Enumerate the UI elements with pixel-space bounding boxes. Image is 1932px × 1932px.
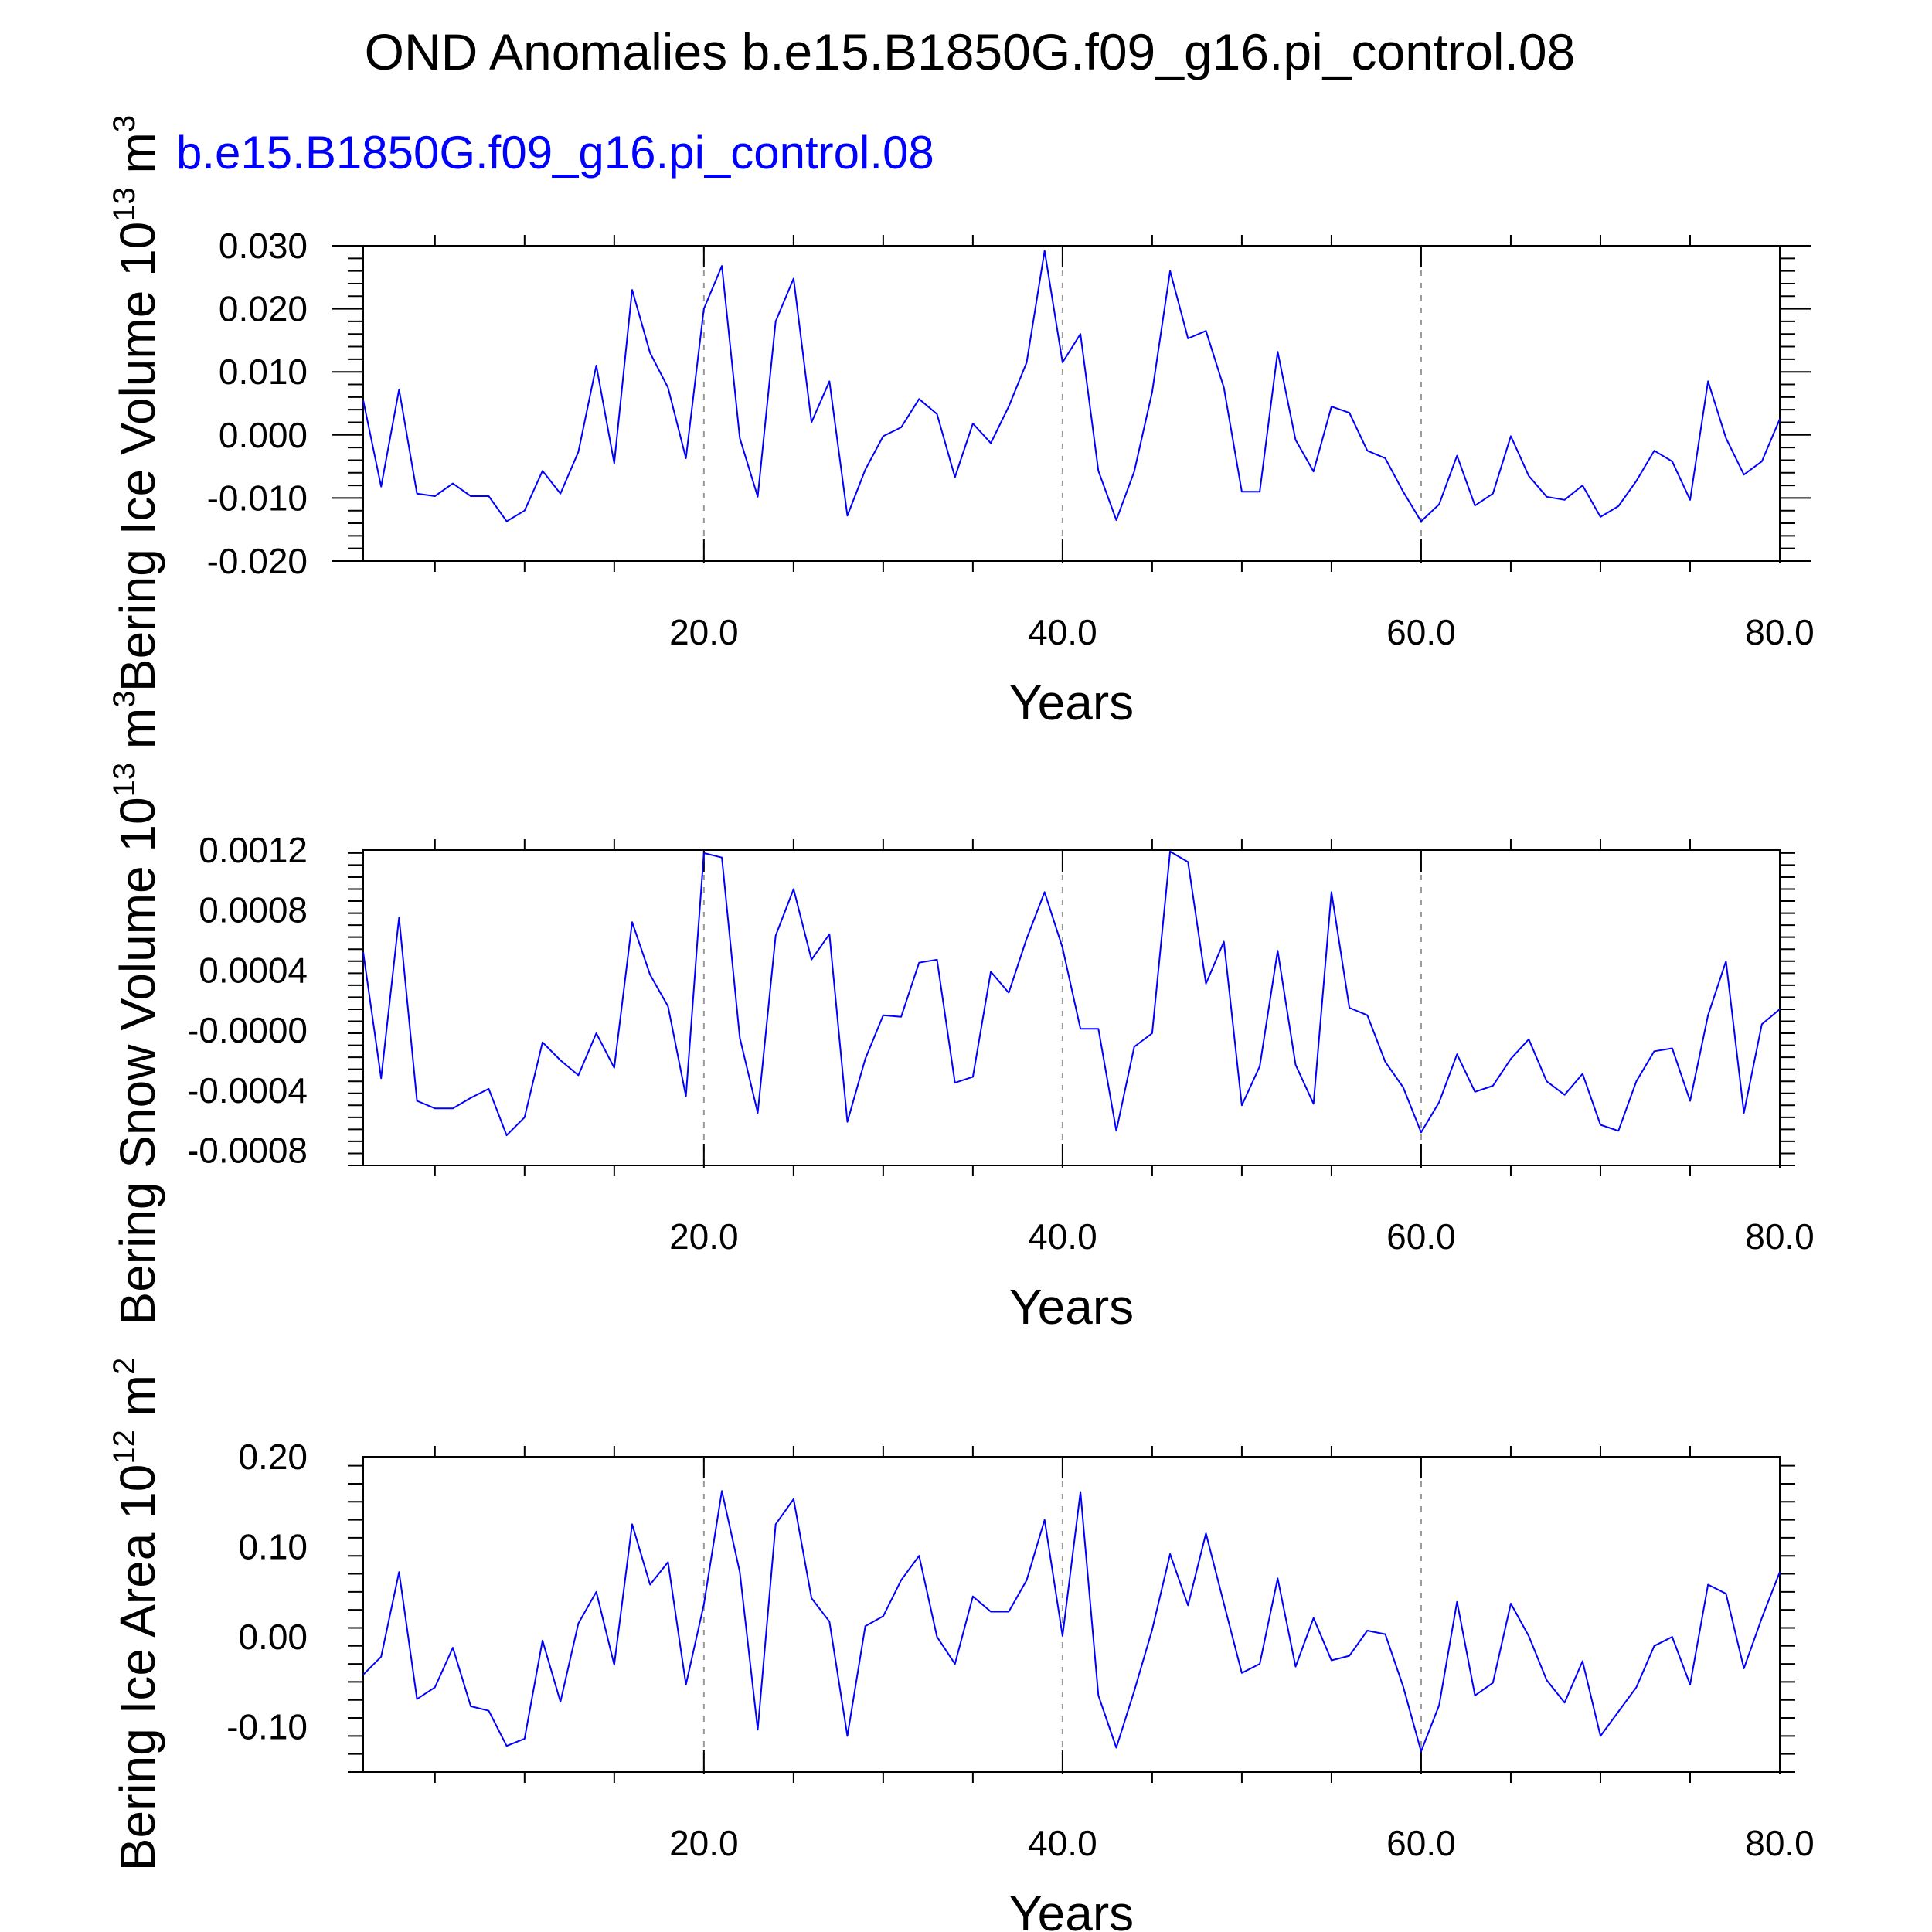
y-tick-label: -0.0000 <box>187 1010 308 1050</box>
y-tick-label: -0.10 <box>226 1707 308 1747</box>
y-axis-label-exponent: 12 <box>107 1430 141 1464</box>
y-axis-label-text: Bering Ice Volume 10 <box>110 222 165 692</box>
y-tick-label: -0.020 <box>207 541 308 581</box>
y-axis-label: Bering Ice Volume 1013 m3 <box>107 115 165 692</box>
x-tick-label: 20.0 <box>669 1823 739 1863</box>
y-axis-label-text: m <box>110 132 165 187</box>
y-tick-label: -0.0004 <box>187 1070 308 1111</box>
x-tick-label: 40.0 <box>1028 612 1097 652</box>
x-tick-label: 60.0 <box>1386 1823 1456 1863</box>
series-line <box>362 850 1781 1137</box>
y-tick-label: 0.0004 <box>199 950 308 990</box>
y-tick-label: 0.0008 <box>199 890 308 930</box>
y-tick-label: 0.00 <box>238 1617 308 1657</box>
chart-panel-2: 20.0 40.0 60.0 80.0 -0.0008 -0.0004 -0.0000 0.0… <box>107 691 1815 1335</box>
panels-group: 20.0 40.0 60.0 80.0 -0.020 -0.010 0.000 0.010 0.… <box>107 115 1815 1932</box>
figure-title: OND Anomalies b.e15.B1850G.f09_g16.pi_co… <box>365 23 1576 80</box>
x-axis-label: Years <box>1009 675 1134 730</box>
x-tick-label: 60.0 <box>1386 1216 1456 1257</box>
y-axis-label-exponent: 3 <box>107 115 141 132</box>
plot-frame <box>362 1456 1781 1773</box>
y-axis-label-exponent: 3 <box>107 691 141 708</box>
chart-panel-1: 20.0 40.0 60.0 80.0 -0.020 -0.010 0.000 0.010 0.… <box>107 115 1815 730</box>
x-tick-label: 20.0 <box>669 612 739 652</box>
y-tick-label: 0.010 <box>219 352 308 392</box>
plot-frame <box>362 245 1781 562</box>
y-axis-label-exponent: 13 <box>107 187 141 222</box>
x-tick-label: 80.0 <box>1745 1823 1815 1863</box>
x-tick-label: 40.0 <box>1028 1216 1097 1257</box>
y-axis-label-exponent: 13 <box>107 763 141 798</box>
y-tick-label: 0.000 <box>219 415 308 455</box>
y-axis-label-text: Bering Snow Volume 10 <box>110 797 165 1325</box>
y-tick-label: -0.010 <box>207 478 308 518</box>
y-tick-label: 0.020 <box>219 289 308 329</box>
y-tick-label: 0.10 <box>238 1527 308 1567</box>
y-axis-label-text: m <box>110 1375 165 1430</box>
x-tick-label: 20.0 <box>669 1216 739 1257</box>
y-tick-label: 0.20 <box>238 1437 308 1477</box>
y-axis-label-text: Bering Ice Area 10 <box>110 1464 165 1872</box>
y-tick-label: 0.030 <box>219 226 308 266</box>
series-line <box>362 1490 1781 1753</box>
y-axis-label: Bering Snow Volume 1013 m3 <box>107 691 165 1325</box>
x-tick-label: 40.0 <box>1028 1823 1097 1863</box>
series-line <box>362 250 1781 522</box>
y-tick-label: -0.0008 <box>187 1131 308 1171</box>
y-axis-label: Bering Ice Area 1012 m2 <box>107 1358 165 1871</box>
x-axis-label: Years <box>1009 1886 1134 1932</box>
y-axis-label-text: m <box>110 708 165 763</box>
plot-frame <box>362 849 1781 1166</box>
y-tick-label: 0.0012 <box>199 830 308 870</box>
x-axis-label: Years <box>1009 1279 1134 1335</box>
chart-panel-3: 20.0 40.0 60.0 80.0 -0.10 0.00 0.10 0.20 Years Be… <box>107 1358 1815 1932</box>
figure-subtitle: b.e15.B1850G.f09_g16.pi_control.08 <box>176 127 934 179</box>
x-tick-label: 60.0 <box>1386 612 1456 652</box>
x-tick-label: 80.0 <box>1745 612 1815 652</box>
y-axis-label-exponent: 2 <box>107 1358 141 1375</box>
x-tick-label: 80.0 <box>1745 1216 1815 1257</box>
